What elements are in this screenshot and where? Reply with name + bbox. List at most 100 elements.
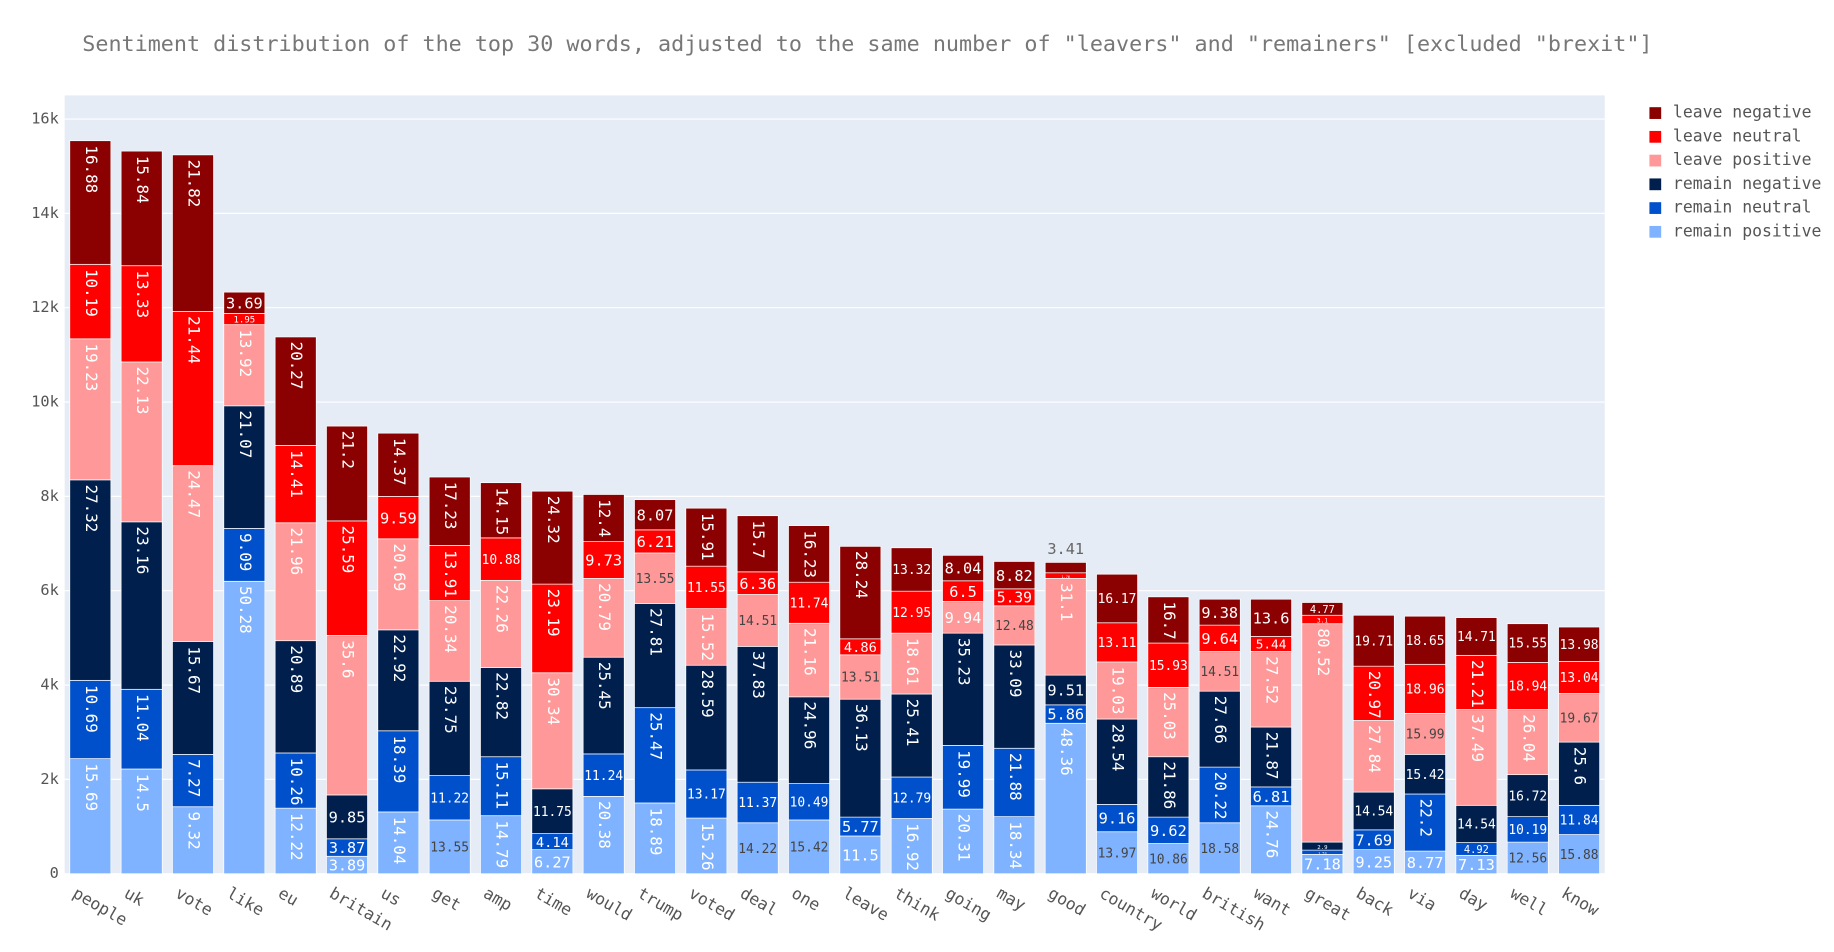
bar-segment bbox=[890, 632, 933, 695]
legend-label: remain positive bbox=[1673, 221, 1821, 240]
segment-label: 25.45 bbox=[595, 662, 614, 710]
segment-label: 23.16 bbox=[133, 527, 152, 575]
segment-label: 6.5 bbox=[949, 583, 977, 601]
segment-label: 10.49 bbox=[790, 795, 829, 810]
bar-segment bbox=[582, 541, 625, 579]
segment-label: 18.89 bbox=[647, 808, 666, 856]
segment-label: 16.92 bbox=[903, 823, 922, 871]
bar-segment bbox=[685, 664, 728, 771]
segment-label: 26.04 bbox=[1519, 714, 1538, 762]
segment-label: 1.95 bbox=[234, 316, 256, 326]
bar-segment bbox=[890, 693, 933, 778]
segment-label: 13.33 bbox=[133, 270, 152, 318]
bar-segment bbox=[736, 594, 779, 647]
segment-label: 12.95 bbox=[892, 606, 931, 621]
segment-label: 25.03 bbox=[1160, 692, 1179, 740]
segment-label: 13.32 bbox=[892, 563, 931, 578]
x-tick-label: uk bbox=[121, 883, 148, 909]
bar-segment bbox=[1352, 720, 1395, 793]
segment-label: 37.83 bbox=[749, 651, 768, 699]
segment-label: 15.42 bbox=[790, 841, 829, 856]
segment-label: 13.11 bbox=[1098, 636, 1137, 651]
x-tick-label: like bbox=[224, 883, 268, 919]
legend-label: remain negative bbox=[1673, 174, 1821, 193]
x-tick-label: via bbox=[1404, 883, 1439, 914]
x-tick-label: one bbox=[788, 883, 823, 914]
bar-segment bbox=[993, 561, 1036, 590]
bar-segment bbox=[480, 579, 522, 668]
bar-segment bbox=[890, 590, 933, 634]
x-tick-label: eu bbox=[275, 883, 302, 909]
x-tick-label: people bbox=[70, 883, 131, 929]
segment-label: 27.32 bbox=[82, 485, 101, 533]
segment-label: 14.41 bbox=[287, 450, 306, 498]
segment-label: 9.25 bbox=[1355, 853, 1392, 871]
segment-label: 35.6 bbox=[339, 640, 358, 678]
segment-label: 17.23 bbox=[441, 482, 460, 530]
segment-label: 4.77 bbox=[1310, 604, 1335, 616]
bar-segment bbox=[326, 520, 368, 636]
segment-label: 13.98 bbox=[1560, 638, 1599, 653]
bar-segment bbox=[223, 291, 266, 314]
segment-label: 7.18 bbox=[1304, 856, 1341, 874]
segment-label: 36.13 bbox=[852, 704, 871, 752]
legend: leave negative leave neutral leave positiv… bbox=[1649, 103, 1821, 240]
segment-label: 16.17 bbox=[1098, 592, 1137, 607]
segment-label: 14.71 bbox=[1457, 630, 1496, 645]
bar-segment bbox=[1147, 687, 1190, 758]
bar-segment bbox=[120, 688, 163, 770]
segment-label: 9.51 bbox=[1047, 682, 1084, 700]
x-tick-label: good bbox=[1045, 883, 1089, 919]
bar-segment bbox=[736, 515, 779, 573]
segment-label: 25.59 bbox=[339, 526, 358, 574]
segment-label: 4.86 bbox=[844, 640, 877, 656]
segment-label: 21.21 bbox=[1468, 660, 1487, 708]
segment-label: 20.22 bbox=[1211, 772, 1230, 820]
segment-label: 18.34 bbox=[1006, 821, 1025, 869]
segment-label: 9.59 bbox=[380, 509, 417, 527]
x-tick-label: time bbox=[532, 883, 576, 919]
segment-label: 9.62 bbox=[1150, 822, 1187, 840]
bar-segment bbox=[1096, 804, 1138, 833]
segment-label: 20.27 bbox=[287, 342, 306, 390]
bar-segment bbox=[1506, 709, 1549, 776]
bar-segment bbox=[1096, 831, 1138, 875]
bar-segment bbox=[172, 465, 214, 643]
y-tick-label: 6k bbox=[40, 581, 58, 599]
x-tick-label: think bbox=[891, 883, 943, 924]
segment-label: 80.52 bbox=[1314, 628, 1333, 676]
segment-label: 15.91 bbox=[698, 513, 717, 561]
segment-label: 21.88 bbox=[1006, 753, 1025, 801]
bar-segment bbox=[942, 808, 984, 875]
segment-label: 5.86 bbox=[1047, 706, 1084, 724]
segment-label: 11.75 bbox=[533, 805, 572, 820]
bar-segment bbox=[788, 696, 830, 784]
bar-segment bbox=[377, 730, 420, 813]
bar-segment bbox=[1404, 754, 1446, 795]
bar-segment bbox=[223, 580, 266, 875]
bar-segment bbox=[1096, 661, 1138, 720]
bar-segment bbox=[1558, 661, 1600, 694]
segment-label: 15.84 bbox=[133, 156, 152, 204]
bar-segment bbox=[1404, 615, 1446, 665]
bar-segment bbox=[582, 656, 625, 755]
segment-label: 11.37 bbox=[738, 796, 777, 811]
segment-label: 21.82 bbox=[185, 160, 204, 208]
segment-label: 14.79 bbox=[493, 820, 512, 868]
segment-label: 21.87 bbox=[1263, 732, 1282, 780]
bar-segment bbox=[942, 554, 984, 582]
segment-label: 9.94 bbox=[945, 609, 982, 627]
bar-segment bbox=[685, 565, 728, 609]
legend-swatch bbox=[1649, 107, 1662, 119]
segment-label: 18.65 bbox=[1406, 634, 1445, 649]
segment-label: 11.84 bbox=[1560, 814, 1599, 829]
bar-segment bbox=[1044, 722, 1087, 875]
bar-segment bbox=[582, 753, 625, 797]
segment-label: 22.2 bbox=[1417, 799, 1436, 837]
segment-label: 35.23 bbox=[955, 638, 974, 686]
x-tick-label: trump bbox=[634, 883, 686, 924]
bar-segment bbox=[172, 806, 214, 875]
bar-segment bbox=[1198, 651, 1241, 692]
bar-segment bbox=[1301, 623, 1344, 843]
bar-segment bbox=[1198, 598, 1241, 626]
